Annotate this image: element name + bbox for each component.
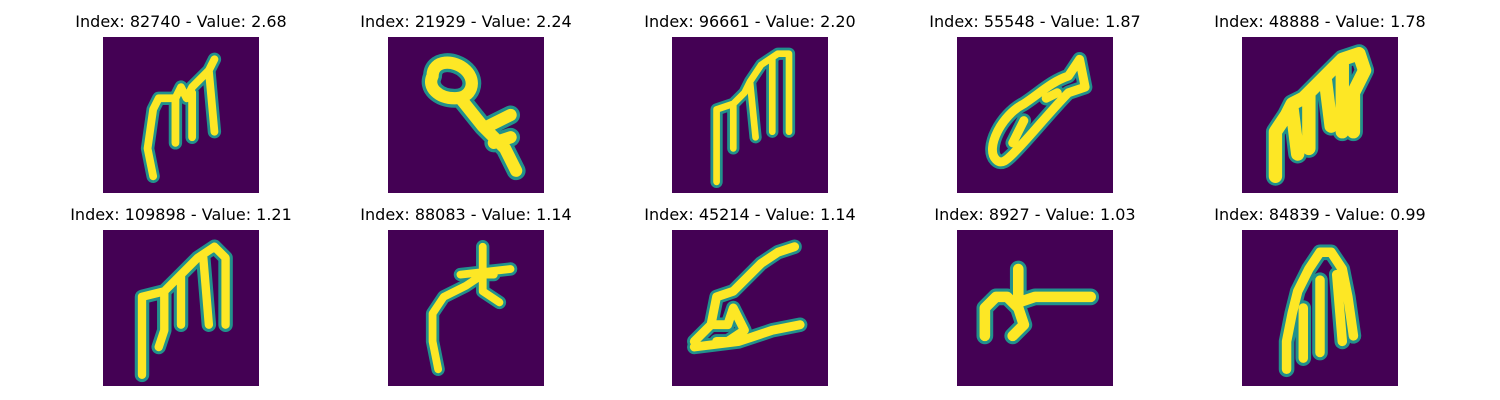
character-image-panel	[388, 37, 544, 193]
panel-title: Index: 55548 - Value: 1.87	[929, 12, 1141, 31]
panel-title: Index: 45214 - Value: 1.14	[644, 205, 856, 224]
panel-title: Index: 96661 - Value: 2.20	[644, 12, 856, 31]
character-image	[103, 37, 259, 193]
panel-title: Index: 84839 - Value: 0.99	[1214, 205, 1426, 224]
character-image-panel	[103, 230, 259, 386]
character-image	[672, 37, 828, 193]
character-image-panel	[672, 230, 828, 386]
character-image-panel	[103, 37, 259, 193]
character-image-panel	[957, 230, 1113, 386]
character-image	[957, 37, 1113, 193]
panel-title: Index: 88083 - Value: 1.14	[360, 205, 572, 224]
character-image	[672, 230, 828, 386]
character-image-panel	[957, 37, 1113, 193]
panel-title: Index: 21929 - Value: 2.24	[360, 12, 572, 31]
panel-title: Index: 109898 - Value: 1.21	[70, 205, 292, 224]
panel-title: Index: 48888 - Value: 1.78	[1214, 12, 1426, 31]
character-image-panel	[672, 37, 828, 193]
character-image	[388, 230, 544, 386]
character-image	[1242, 230, 1398, 386]
character-image	[103, 230, 259, 386]
panel-title: Index: 8927 - Value: 1.03	[934, 205, 1136, 224]
character-image	[957, 230, 1113, 386]
character-image	[388, 37, 544, 193]
character-image	[1242, 37, 1398, 193]
panel-title: Index: 82740 - Value: 2.68	[75, 12, 287, 31]
character-image-panel	[1242, 230, 1398, 386]
character-image-panel	[1242, 37, 1398, 193]
character-image-panel	[388, 230, 544, 386]
